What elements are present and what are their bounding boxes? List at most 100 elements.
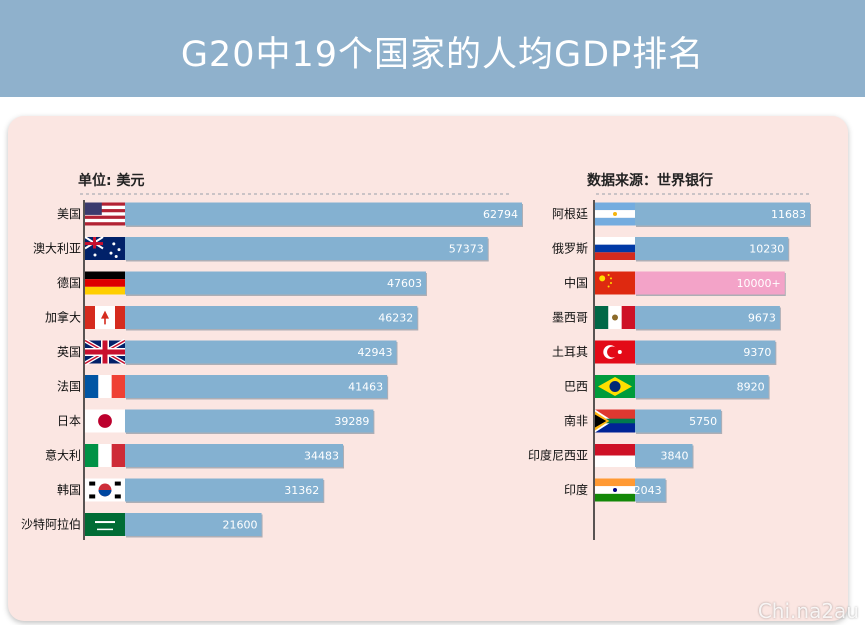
category-label: 德国 [57,275,81,290]
bar [635,375,769,398]
value-label: 10000+ [737,277,781,290]
bar [125,478,324,502]
bar-row: 墨西哥 9673 [552,306,781,331]
value-label: 31362 [284,484,319,497]
bar-row: 英国 42943 [57,338,398,366]
category-label: 印度尼西亚 [528,448,588,463]
bar-row: 意大利 34483 [45,444,345,469]
value-label: 39289 [334,415,369,428]
value-label: 57373 [449,243,484,256]
value-label: 11683 [771,208,806,221]
bar [125,444,344,467]
us-flag-icon [85,202,125,226]
br-flag-icon [595,375,635,398]
id-flag-icon [595,444,635,467]
bar-row: 韩国 31362 [57,478,325,503]
bar-row: 澳大利亚 57373 [33,236,489,262]
category-label: 巴西 [564,380,588,394]
bar [635,409,722,433]
value-label: 41463 [348,381,383,394]
mx-flag-icon [595,306,635,329]
category-label: 澳大利亚 [33,242,81,256]
value-label: 2043 [634,484,662,497]
category-label: 法国 [57,380,81,394]
bar [635,202,810,226]
value-label: 5750 [689,415,717,428]
cn-flag-icon [595,271,635,295]
bar-row: 俄罗斯 10230 [552,237,790,262]
category-label: 美国 [57,207,81,221]
value-label: 46232 [378,312,413,325]
value-label: 9370 [743,346,771,359]
bar [125,237,488,260]
category-label: 意大利 [45,448,81,463]
category-label: 中国 [564,275,588,290]
bar [125,202,522,226]
source-label: 数据来源：世界银行 [587,172,713,189]
value-label: 21600 [223,519,258,532]
bar-row: 印度尼西亚 3840 [528,444,694,469]
unit-label: 单位: 美元 [78,172,144,189]
bar [635,306,780,329]
category-label: 俄罗斯 [552,242,588,256]
category-label: 印度 [564,482,588,497]
de-flag-icon [85,271,125,295]
bar [125,340,397,364]
value-label: 62794 [483,208,518,221]
value-label: 3840 [661,450,689,463]
category-label: 南非 [564,413,588,428]
value-label: 47603 [387,277,422,290]
jp-flag-icon [85,409,125,433]
value-label: 34483 [304,450,339,463]
ru-flag-icon [595,237,635,260]
header-banner: G20中19个国家的人均GDP排名 [0,0,865,97]
bar [635,271,785,295]
ar-flag-icon [595,202,635,226]
bar [125,271,426,295]
bar [635,444,693,467]
it-flag-icon [85,444,125,467]
value-label: 8920 [737,381,765,394]
bar-row: 沙特阿拉伯 21600 [21,513,263,538]
in-flag-icon [595,478,635,502]
category-label: 阿根廷 [552,207,588,221]
bar [635,478,666,502]
bar-row: 加拿大 46232 [45,306,419,331]
bar-row: 印度 2043 [564,478,667,503]
fr-flag-icon [85,375,125,398]
bar-row: 法国 41463 [57,375,389,400]
bar [125,306,418,329]
category-label: 土耳其 [552,345,588,359]
bar-row: 阿根廷 11683 [552,202,811,227]
bar [635,340,776,364]
bar [635,237,789,260]
bar [125,409,374,433]
bar-row: 德国 47603 [57,271,427,296]
watermark: Chi.na2au [757,599,859,623]
sa-flag-icon [85,513,125,536]
gb-flag-icon [84,338,126,366]
value-label: 42943 [357,346,392,359]
category-label: 加拿大 [45,310,81,325]
tr-flag-icon [595,340,635,364]
za-flag-icon [595,409,635,433]
bar-row: 巴西 8920 [564,375,770,400]
bar-row: 日本 39289 [57,409,375,434]
bar-row: 南非 5750 [564,409,723,434]
page-title: G20中19个国家的人均GDP排名 [180,35,705,75]
bar [125,375,388,398]
bar-row: 土耳其 9370 [552,340,777,365]
category-label: 沙特阿拉伯 [21,517,81,532]
category-label: 墨西哥 [552,311,588,325]
ca-flag-icon [85,306,125,329]
au-flag-icon [84,236,125,260]
value-label: 9673 [748,312,776,325]
category-label: 英国 [57,345,81,359]
kr-flag-icon [85,478,125,502]
bar-row: 美国 62794 [57,202,523,227]
category-label: 韩国 [57,482,81,497]
bar [125,513,262,536]
value-label: 10230 [749,243,784,256]
bar-row: 中国 10000+ [564,271,786,296]
